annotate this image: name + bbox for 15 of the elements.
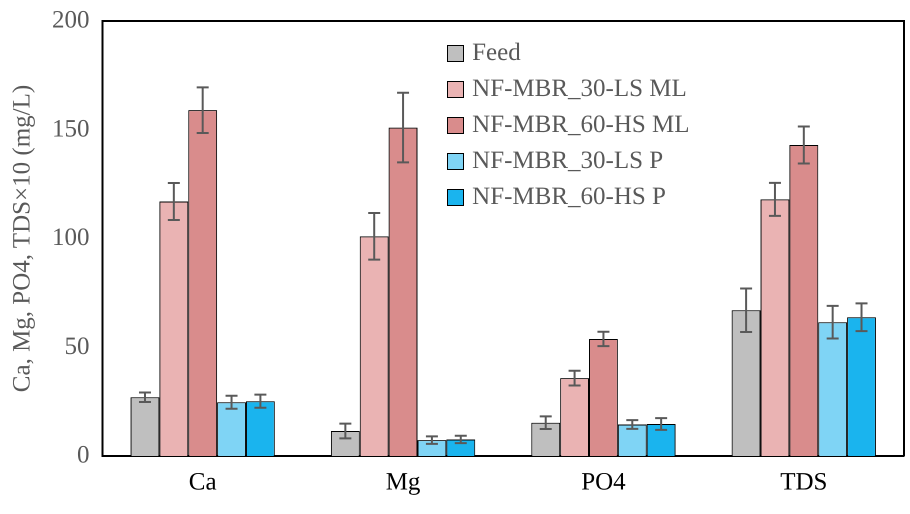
y-tick-label: 50 — [64, 332, 90, 360]
y-tick-label: 200 — [52, 6, 90, 34]
y-tick-label: 0 — [77, 442, 90, 469]
x-tick-label: TDS — [780, 468, 828, 496]
legend-label: NF-MBR_60-HS P — [472, 182, 666, 212]
y-tick-label: 150 — [52, 115, 90, 142]
legend-label: Feed — [472, 38, 521, 68]
y-axis-title: Ca, Mg, PO4, TDS×10 (mg/L) — [8, 84, 36, 392]
legend-label: NF-MBR_30-LS ML — [472, 74, 687, 104]
legend-label: NF-MBR_60-HS ML — [472, 110, 690, 140]
x-tick-label: Mg — [386, 468, 421, 496]
x-tick-label: PO4 — [581, 468, 626, 496]
y-tick-label: 100 — [52, 224, 90, 252]
x-tick-label: Ca — [188, 468, 217, 496]
legend-label: NF-MBR_30-LS P — [472, 146, 664, 176]
